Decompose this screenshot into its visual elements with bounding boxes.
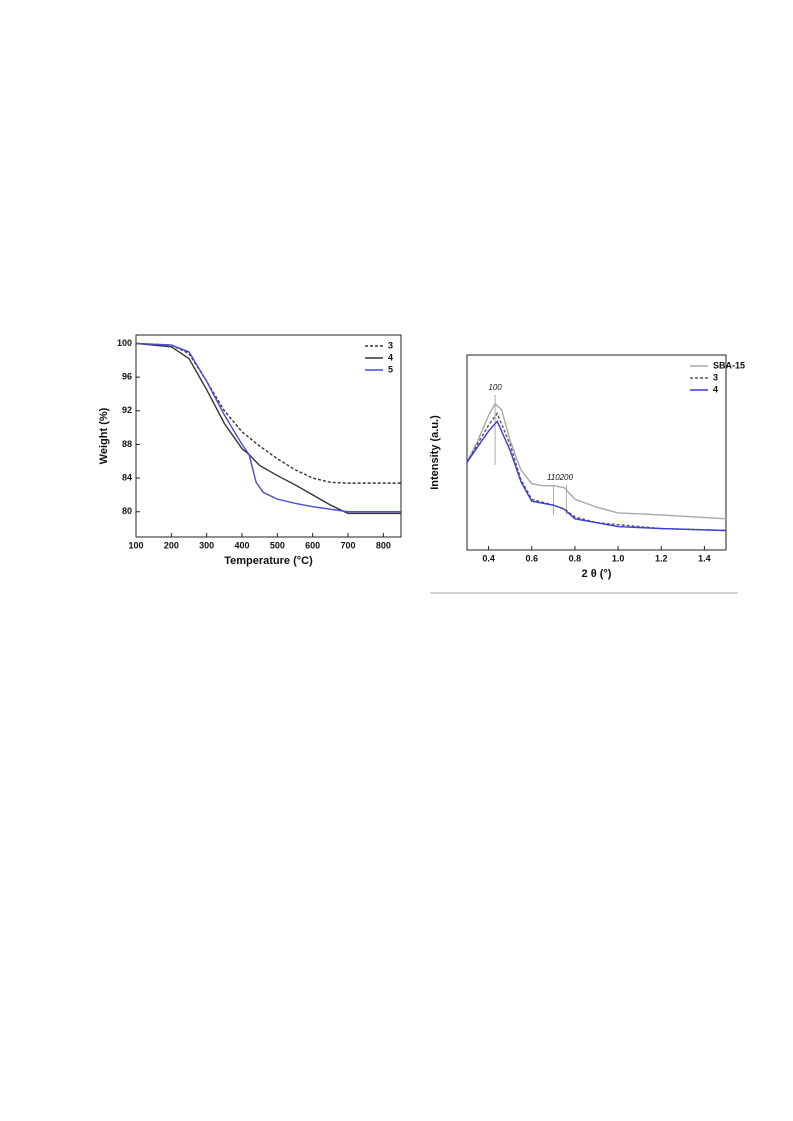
plot-frame bbox=[135, 334, 402, 538]
legend-label: 4 bbox=[388, 352, 393, 362]
x-tick-label: 200 bbox=[164, 540, 179, 550]
y-tick-label: 84 bbox=[122, 472, 132, 482]
y-tick-label: 96 bbox=[122, 371, 132, 381]
plot-frame bbox=[466, 354, 727, 551]
x-tick-label: 600 bbox=[305, 540, 320, 550]
x-tick-label: 0.8 bbox=[569, 553, 582, 563]
y-tick-label: 92 bbox=[122, 405, 132, 415]
series-line bbox=[466, 402, 727, 520]
x-tick-label: 1.0 bbox=[612, 553, 625, 563]
x-axis-title: Temperature (°C) bbox=[224, 555, 313, 567]
legend-label: 4 bbox=[713, 384, 718, 394]
legend-label: SBA-15 bbox=[713, 360, 745, 370]
y-axis-title: Intensity (a.u.) bbox=[429, 415, 441, 490]
annotation: 110 bbox=[547, 473, 560, 482]
x-tick-label: 400 bbox=[234, 540, 249, 550]
y-tick-label: 80 bbox=[122, 506, 132, 516]
legend-label: 5 bbox=[388, 364, 393, 374]
series-line bbox=[466, 412, 727, 532]
series-line bbox=[135, 342, 401, 515]
series-line bbox=[135, 342, 401, 513]
x-tick-label: 500 bbox=[270, 540, 285, 550]
y-axis-title: Weight (%) bbox=[98, 407, 110, 464]
y-tick-label: 100 bbox=[117, 338, 132, 348]
x-tick-label: 300 bbox=[199, 540, 214, 550]
y-tick-label: 88 bbox=[122, 439, 132, 449]
x-axis-title: 2 θ (°) bbox=[582, 568, 612, 580]
legend-label: 3 bbox=[713, 372, 718, 382]
x-tick-label: 800 bbox=[376, 540, 391, 550]
series-line bbox=[135, 342, 401, 484]
x-tick-label: 0.4 bbox=[482, 553, 495, 563]
annotation: 200 bbox=[559, 473, 574, 482]
x-tick-label: 1.2 bbox=[655, 553, 668, 563]
x-tick-label: 1.4 bbox=[698, 553, 711, 563]
annotation: 100 bbox=[488, 383, 502, 392]
legend-label: 3 bbox=[388, 340, 393, 350]
x-tick-label: 100 bbox=[128, 540, 143, 550]
x-tick-label: 0.6 bbox=[525, 553, 538, 563]
series-line bbox=[466, 420, 727, 532]
x-tick-label: 700 bbox=[340, 540, 355, 550]
